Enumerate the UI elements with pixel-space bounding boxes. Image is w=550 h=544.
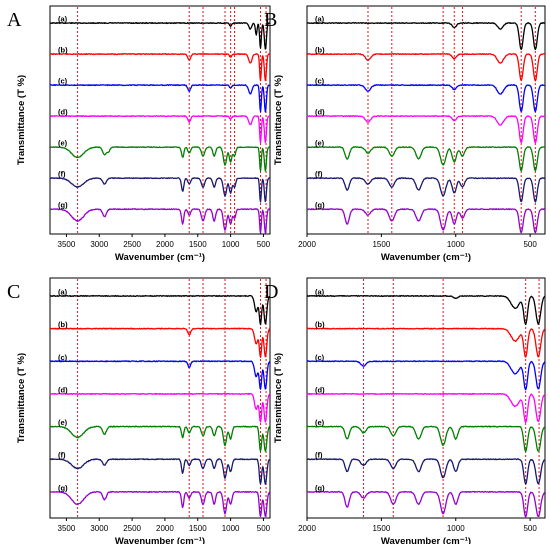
spectrum-line (306, 115, 546, 144)
spectrum-line (306, 327, 546, 358)
y-axis-title: Transmittance (T %) (273, 75, 284, 165)
series-label: (d) (58, 108, 68, 117)
spectrum-line (49, 458, 271, 485)
series-label: (g) (315, 201, 325, 210)
spectrum-line (306, 53, 546, 82)
panel-b: B (a) (b) (c) (d) (e) (f) (g) 2000 1500 1000 500 Wav… (264, 5, 546, 263)
x-tick-label: 3500 (58, 524, 76, 533)
spectrum-line (306, 208, 546, 234)
spectrum-line (49, 53, 271, 82)
panel-letter: B (264, 9, 277, 31)
x-tick-label: 2000 (298, 240, 316, 249)
series-label: (d) (315, 385, 325, 394)
spectrum-line (306, 425, 546, 453)
x-axis-title: Wavenumber (cm⁻¹) (115, 536, 205, 544)
series-label: (c) (315, 77, 325, 86)
series-label: (e) (315, 418, 325, 427)
x-tick-label: 1000 (447, 240, 465, 249)
spectrum-line (49, 490, 271, 518)
x-tick-label: 1500 (189, 524, 207, 533)
series-label: (f) (315, 451, 323, 460)
spectrum-line (306, 392, 546, 424)
x-axis-title: Wavenumber (cm⁻¹) (381, 252, 471, 263)
x-axis-title: Wavenumber (cm⁻¹) (115, 252, 205, 263)
x-tick-label: 2000 (156, 524, 174, 533)
series-label: (b) (315, 320, 325, 329)
series-label: (b) (315, 46, 325, 55)
spectrum-line (306, 22, 546, 51)
series-label: (e) (58, 139, 68, 148)
series-label: (a) (58, 15, 68, 24)
series-label: (b) (58, 46, 68, 55)
series-label: (g) (315, 483, 325, 492)
spectrum-line (306, 177, 546, 203)
spectrum-line (306, 84, 546, 113)
spectrum-line (306, 360, 546, 391)
x-tick-label: 1500 (372, 524, 390, 533)
series-label: (g) (58, 483, 68, 492)
x-tick-label: 500 (257, 524, 271, 533)
spectrum-line (49, 425, 271, 452)
panel-letter: D (264, 281, 278, 303)
x-tick-label: 3500 (58, 240, 76, 249)
x-tick-label: 1500 (189, 240, 207, 249)
series-label: (f) (315, 170, 323, 179)
y-axis-title: Transmittance (T %) (16, 75, 27, 165)
panel-a: A (a) (b) (c) (d) (e) (f) (g) 3500 3000 2500 2000 15… (7, 5, 271, 263)
x-tick-label: 3000 (90, 524, 108, 533)
panel-letter: C (7, 281, 20, 303)
series-label: (c) (58, 353, 68, 362)
spectrum-line (306, 490, 546, 518)
panel-letter: A (7, 9, 22, 31)
spectrum-line (49, 115, 271, 144)
spectrum-line (49, 208, 271, 234)
x-tick-label: 500 (523, 524, 537, 533)
spectrum-line (49, 177, 271, 203)
y-axis-title: Transmittance (T %) (16, 353, 27, 443)
plot-frame (49, 277, 271, 519)
series-label: (a) (315, 287, 325, 296)
series-label: (b) (58, 320, 68, 329)
series-label: (d) (315, 108, 325, 117)
spectrum-line (306, 294, 546, 326)
x-tick-label: 500 (257, 240, 271, 249)
x-tick-label: 1000 (447, 524, 465, 533)
plot-frame (306, 277, 546, 519)
spectrum-line (49, 22, 271, 50)
series-label: (c) (315, 353, 325, 362)
series-label: (d) (58, 385, 68, 394)
panel-c: C (a) (b) (c) (d) (e) (f) (g) 3500 3000 2500 2000 15… (7, 277, 271, 544)
series-label: (a) (315, 15, 325, 24)
series-label: (a) (58, 287, 68, 296)
panel-d: D (a) (b) (c) (d) (e) (f) (g) 2000 1500 1000 500 Wav… (264, 277, 546, 544)
series-label: (e) (315, 139, 325, 148)
spectrum-line (49, 360, 271, 390)
spectrum-line (49, 392, 271, 423)
series-label: (e) (58, 418, 68, 427)
series-label: (f) (58, 170, 66, 179)
x-tick-label: 2000 (156, 240, 174, 249)
x-tick-label: 2500 (123, 240, 141, 249)
x-axis-title: Wavenumber (cm⁻¹) (381, 536, 471, 544)
spectrum-line (49, 294, 271, 326)
x-tick-label: 2500 (123, 524, 141, 533)
x-tick-label: 500 (523, 240, 537, 249)
spectrum-line (306, 146, 546, 172)
x-tick-label: 1000 (222, 240, 240, 249)
series-label: (g) (58, 201, 68, 210)
y-axis-title: Transmittance (T %) (273, 353, 284, 443)
x-tick-label: 2000 (298, 524, 316, 533)
spectrum-line (49, 327, 271, 358)
x-tick-label: 1500 (372, 240, 390, 249)
x-tick-label: 1000 (222, 524, 240, 533)
plot-frame (49, 5, 271, 235)
spectrum-line (306, 458, 546, 485)
x-tick-label: 3000 (90, 240, 108, 249)
series-label: (c) (58, 77, 68, 86)
plot-frame (306, 5, 546, 235)
series-label: (f) (58, 451, 66, 460)
spectrum-line (49, 146, 271, 172)
spectrum-line (49, 84, 271, 113)
